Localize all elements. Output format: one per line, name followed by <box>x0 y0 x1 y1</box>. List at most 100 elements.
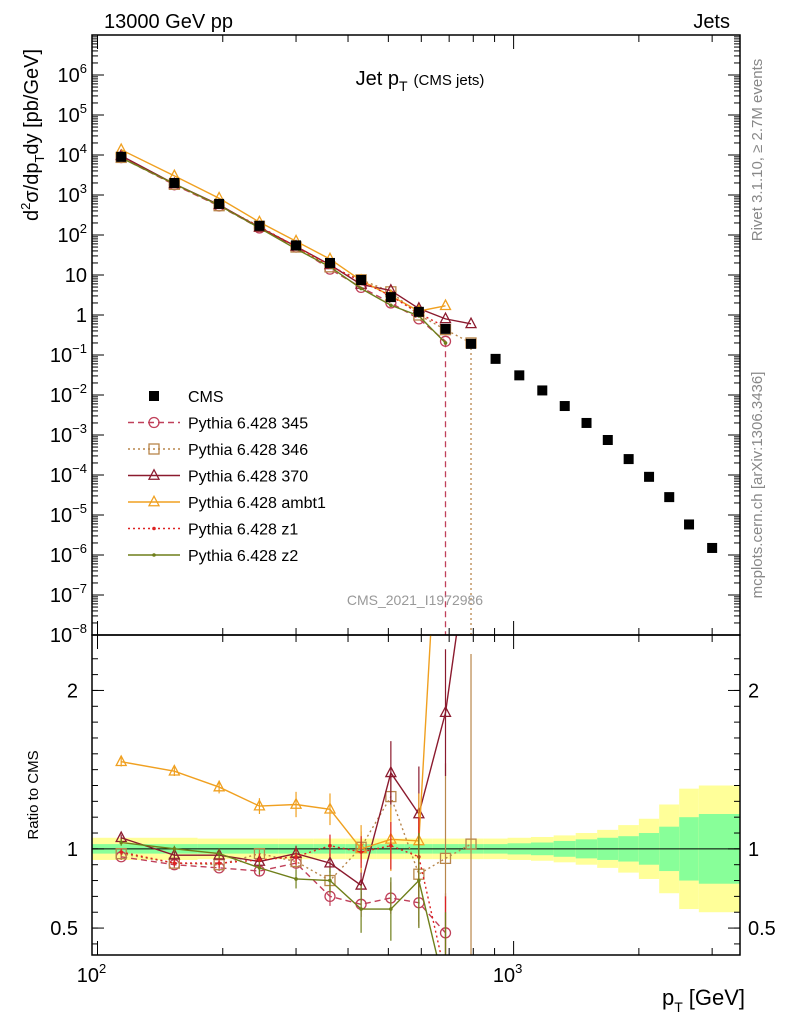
ratio-3-point <box>289 797 303 809</box>
x-tick-label: 102 <box>77 961 106 987</box>
ratio-5-point <box>217 851 221 856</box>
y-tick-label: 10−5 <box>50 501 87 527</box>
y-tick-base: 10 <box>50 625 72 647</box>
y-tick-label: 10−4 <box>50 461 87 487</box>
legend-marker <box>152 526 156 531</box>
ratio-5-point <box>172 847 177 851</box>
y-tick-base: 10 <box>58 105 80 127</box>
y-tick-label: 10 <box>65 265 87 287</box>
ratio-y-axis-label: Ratio to CMS <box>25 750 42 839</box>
y-tick-base: 10 <box>50 425 72 447</box>
series-5-point <box>443 341 448 345</box>
cms-data-point <box>664 492 675 503</box>
series-line-3 <box>120 149 446 312</box>
ratio-line-4 <box>121 844 442 955</box>
y-tick-exp: −3 <box>72 421 87 436</box>
mcplots-label: mcplots.cern.ch [arXiv:1306.3436] <box>749 372 766 599</box>
ratio-frame <box>91 634 741 956</box>
ratio-2-point <box>439 705 452 718</box>
y-tick-exp: −8 <box>72 621 87 636</box>
legend: CMS Pythia 6.428 345 Pythia 6.428 346 Pythi… <box>128 389 326 565</box>
y-tick-label: 10−3 <box>50 421 87 447</box>
ratio-2-point <box>384 765 397 778</box>
ratio-line-5 <box>121 841 438 955</box>
y-tick-exp: −2 <box>72 381 87 396</box>
legend-marker <box>148 443 160 455</box>
y-tick-label: 1 <box>76 305 87 327</box>
ratio-5-point <box>294 877 298 881</box>
header-left: 13000 GeV pp <box>104 11 233 33</box>
y-tick-label: 104 <box>58 141 87 167</box>
y-tick-exp: 3 <box>80 181 87 196</box>
legend-marker <box>148 416 160 429</box>
cms-data-point <box>490 353 501 364</box>
ratio-3-point <box>253 798 266 811</box>
cms-data-point <box>537 385 548 396</box>
ratio-tick-label-left: 0.5 <box>50 918 78 940</box>
cms-data-point <box>559 401 570 412</box>
cms-data-point <box>356 274 367 285</box>
series-3-point <box>439 298 452 311</box>
legend-marker <box>149 391 159 401</box>
cms-data-point <box>254 220 265 231</box>
y-tick-label: 106 <box>58 61 87 87</box>
y-tick-base: 10 <box>50 505 72 527</box>
cms-data-point <box>644 471 655 482</box>
ratio-tick-label-left: 2 <box>67 680 78 702</box>
ratio-4-point <box>359 850 363 854</box>
ratio-5-point <box>389 907 393 911</box>
y-tick-exp: 2 <box>80 221 87 236</box>
legend-marker <box>147 468 161 480</box>
ratio-5-point <box>359 907 363 911</box>
y-tick-base: 10 <box>58 185 80 207</box>
x-tick-exp: 3 <box>515 961 522 976</box>
plot-title: Jet pT (CMS jets) <box>356 68 485 94</box>
cms-data-point <box>385 292 396 303</box>
cms-data-point <box>684 519 695 530</box>
ratio-4-point <box>328 843 332 848</box>
y-tick-label: 10−8 <box>50 621 87 647</box>
y-tick-exp: −5 <box>72 501 87 516</box>
y-tick-base: 10 <box>58 145 80 167</box>
legend-marker <box>152 553 156 557</box>
legend-label: Pythia 6.428 370 <box>188 469 308 486</box>
y-tick-exp: −1 <box>72 341 87 356</box>
ratio-3-point <box>115 754 128 767</box>
y-tick-base: 10 <box>50 545 72 567</box>
cms-data-point <box>514 370 525 381</box>
ratio-4-point <box>217 861 221 865</box>
x-tick-base: 10 <box>493 965 515 987</box>
y-tick-label: 10−1 <box>50 341 87 367</box>
ratio-4-point <box>119 850 123 854</box>
series-2-point <box>464 316 478 329</box>
series-5-point <box>389 303 393 308</box>
x-axis-label: pT [GeV] <box>662 985 745 1015</box>
y-tick-label: 103 <box>58 181 87 207</box>
ratio-4-point <box>389 843 393 848</box>
y-tick-exp: 6 <box>80 61 87 76</box>
y-tick-exp: −6 <box>72 541 87 556</box>
ratio-5-point <box>119 840 123 845</box>
ratio-tick-label-right: 0.5 <box>748 918 776 940</box>
series-line-4 <box>120 156 446 328</box>
watermark: CMS_2021_I1972986 <box>347 592 483 608</box>
ratio-tick-label-left: 1 <box>67 839 78 861</box>
x-tick-label: 103 <box>493 961 522 987</box>
ratio-2-point <box>168 848 181 860</box>
ratio-4-point <box>294 854 298 859</box>
legend-marker <box>147 494 161 507</box>
ratio-5-point <box>257 866 262 870</box>
cms-data-point <box>466 338 477 349</box>
y-tick-label: 10−7 <box>50 581 87 607</box>
cms-data-point <box>440 323 451 334</box>
y-axis-label: d2σ/dpTdy [pb/GeV] <box>18 49 47 221</box>
y-tick-label: 10−2 <box>50 381 87 407</box>
ratio-3-point <box>213 779 226 792</box>
ratio-line-3 <box>121 635 432 850</box>
x-tick-base: 10 <box>77 965 99 987</box>
y-tick-exp: −4 <box>72 461 87 476</box>
cms-data-point <box>291 240 302 251</box>
y-tick-exp: 5 <box>80 101 87 116</box>
legend-label: Pythia 6.428 346 <box>188 442 308 459</box>
